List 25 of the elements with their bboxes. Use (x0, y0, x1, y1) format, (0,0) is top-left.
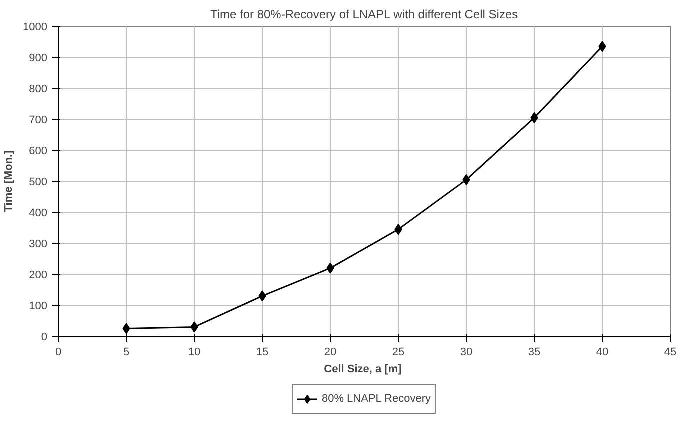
y-axis-title: Time [Mon.] (3, 150, 16, 212)
chart-title: Time for 80%-Recovery of LNAPL with different Cell Sizes (210, 8, 518, 22)
x-tick-label: 0 (55, 346, 62, 358)
y-tick-label: 300 (29, 238, 48, 250)
y-tick-label: 400 (29, 208, 48, 220)
x-tick-label: 25 (392, 346, 405, 358)
x-tick-label: 15 (256, 346, 269, 358)
x-tick-label: 20 (324, 346, 337, 358)
y-tick-label: 900 (29, 52, 48, 64)
x-tick-label: 30 (460, 346, 473, 358)
y-tick-label: 1000 (23, 22, 48, 34)
legend-label: 80% LNAPL Recovery (322, 393, 432, 405)
x-axis-title: Cell Size, a [m] (324, 364, 402, 376)
x-tick-label: 40 (596, 346, 609, 358)
x-tick-label: 35 (528, 346, 541, 358)
y-tick-label: 0 (41, 332, 48, 344)
x-tick-label: 5 (123, 346, 130, 358)
x-tick-label: 45 (664, 346, 677, 358)
x-tick-label: 10 (188, 346, 201, 358)
y-tick-label: 200 (29, 270, 48, 282)
y-tick-label: 800 (29, 84, 48, 96)
y-tick-label: 100 (29, 300, 48, 312)
y-tick-label: 500 (29, 176, 48, 188)
y-tick-label: 600 (29, 146, 48, 158)
y-tick-label: 700 (29, 114, 48, 126)
